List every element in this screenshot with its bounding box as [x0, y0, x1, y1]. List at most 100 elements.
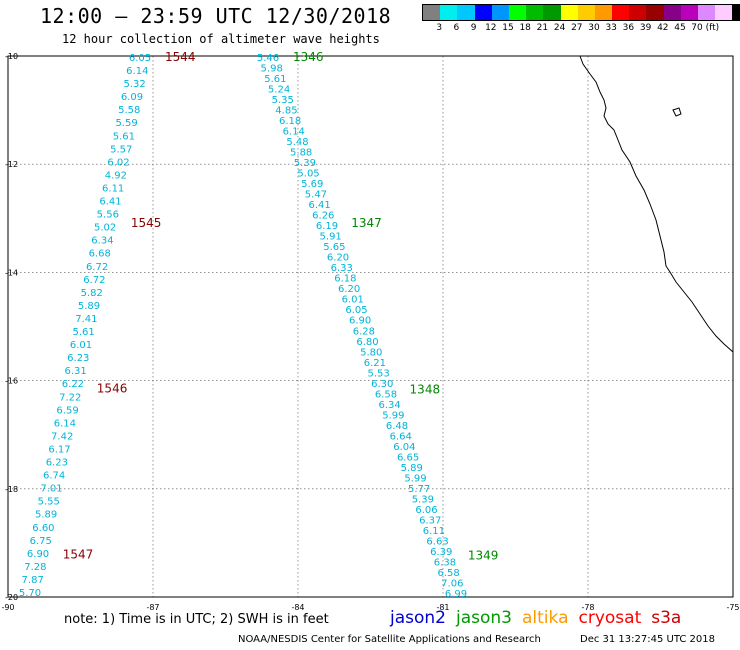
legend-label: 12 [485, 23, 497, 33]
wave-height-label: 6.60 [32, 523, 54, 534]
wave-height-label: 6.11 [102, 183, 124, 194]
wave-height-label: 6.26 [312, 211, 334, 222]
wave-height-label: 6.41 [308, 200, 330, 211]
pass-time-label: 1546 [97, 382, 128, 396]
wave-height-label: 6.34 [379, 400, 401, 411]
wave-height-label: 6.01 [70, 340, 92, 351]
longitude-tick-label: -81 [436, 603, 449, 612]
longitude-tick-label: -87 [146, 603, 159, 612]
coastline [579, 55, 734, 353]
legend-swatch [440, 5, 458, 20]
wave-height-label: 5.05 [297, 169, 319, 180]
legend-label: 39 [639, 23, 652, 33]
wave-height-label: 5.02 [94, 223, 116, 234]
wave-height-label: 6.06 [415, 505, 437, 516]
longitude-tick-label: -75 [726, 603, 739, 612]
wave-height-label: 6.99 [445, 589, 467, 600]
legend-swatch [663, 5, 681, 20]
mission-name: s3a [651, 608, 682, 628]
latitude-tick-label: -12 [5, 160, 18, 169]
wave-height-label: 6.41 [99, 197, 121, 208]
wave-height-label: 5.61 [113, 131, 135, 142]
wave-height-label: 6.72 [83, 275, 105, 286]
wave-height-label: 6.01 [342, 295, 364, 306]
legend-label: 3 [436, 23, 443, 33]
wave-height-label: 5.61 [73, 327, 95, 338]
wave-height-label: 5.61 [264, 74, 286, 85]
pass-time-label: 1547 [63, 548, 94, 562]
longitude-tick-label: -78 [581, 603, 594, 612]
wave-height-label: 6.30 [371, 379, 393, 390]
wave-height-label: 6.04 [393, 442, 415, 453]
wave-height-label: 7.87 [22, 575, 44, 586]
wave-height-label: 5.35 [272, 95, 294, 106]
legend-swatch [526, 5, 544, 20]
wave-height-label: 5.65 [323, 242, 345, 253]
wave-height-label: 5.58 [118, 105, 140, 116]
longitude-labels: -90 -87 -84 -81 -78 -75 [1, 603, 739, 612]
wave-height-label: 6.23 [46, 458, 68, 469]
legend-swatch [560, 5, 578, 20]
wave-height-label: 6.48 [386, 421, 408, 432]
wave-height-label: 5.47 [305, 190, 327, 201]
wave-height-label: 6.18 [279, 116, 301, 127]
wave-height-label: 6.21 [364, 358, 386, 369]
wave-height-label: 6.02 [107, 157, 129, 168]
wave-height-label: 6.05 [345, 305, 367, 316]
wave-height-label: 6.05 [129, 53, 151, 64]
lat-lon-grid [8, 56, 733, 597]
legend-swatch [646, 5, 664, 20]
wave-height-label: 6.33 [331, 263, 353, 274]
pass-time-label: 1346 [293, 50, 324, 64]
longitude-tick-label: -90 [1, 603, 14, 612]
mission-name: cryosat [578, 608, 642, 628]
wave-height-label: 7.41 [75, 314, 97, 325]
wave-height-label: 5.98 [261, 64, 283, 75]
wave-height-label: 6.75 [30, 536, 52, 547]
wave-height-label: 6.34 [91, 236, 113, 247]
generated-timestamp: Dec 31 13:27:45 UTC 2018 [580, 634, 715, 645]
wave-height-label: 5.89 [35, 510, 57, 521]
legend-swatch [577, 5, 595, 20]
legend-labels: 3 6 9 12 15 18 21 24 27 30 33 36 39 42 45 70 (ft) [422, 21, 740, 33]
page-title: 12:00 — 23:59 UTC 12/30/2018 [40, 4, 392, 28]
legend-swatch [423, 5, 441, 20]
wave-height-label: 6.28 [353, 326, 375, 337]
legend-label: 27 [571, 23, 583, 33]
color-legend: 3 6 9 12 15 18 21 24 27 30 33 36 39 42 45 70 (ft) [422, 4, 740, 33]
legend-label: 24 [553, 23, 566, 33]
wave-height-label: 5.48 [286, 137, 308, 148]
wave-height-label: 4.92 [105, 170, 127, 181]
wave-height-label: 6.14 [54, 418, 76, 429]
wave-height-label: 5.56 [97, 210, 119, 221]
wave-height-label: 5.55 [38, 497, 60, 508]
latitude-tick-label: -18 [5, 485, 18, 494]
wave-height-label: 6.63 [426, 536, 448, 547]
legend-swatch [680, 5, 698, 20]
wave-height-label: 5.24 [268, 85, 290, 96]
mission-legend: jason2 jason3 altika cryosat s3a [390, 608, 691, 628]
wave-height-label: 5.39 [412, 494, 434, 505]
longitude-tick-label: -84 [291, 603, 304, 612]
wave-height-label: 4.85 [275, 106, 297, 117]
page-subtitle: 12 hour collection of altimeter wave hei… [62, 32, 380, 46]
wave-height-label: 6.59 [56, 405, 78, 416]
legend-label: 42 [657, 23, 669, 33]
map-frame [7, 55, 734, 598]
legend-swatch [474, 5, 492, 20]
legend-label: 15 [502, 23, 514, 33]
altimeter-track-a: 6.05 6.14 5.32 6.09 5.58 5.59 5.61 5.57 6.02 4.92… [19, 50, 196, 599]
wave-height-label: 7.28 [24, 562, 46, 573]
legend-label: 9 [470, 23, 477, 33]
wave-height-label: 7.01 [40, 484, 62, 495]
wave-height-label: 5.32 [124, 79, 146, 90]
wave-height-label: 6.09 [121, 92, 143, 103]
legend-label: 30 [588, 23, 600, 33]
legend-label: 36 [622, 23, 635, 33]
legend-swatch [612, 5, 630, 20]
legend-swatch [457, 5, 475, 20]
wave-height-label: 5.59 [115, 118, 137, 129]
wave-height-label: 6.72 [86, 262, 108, 273]
wave-height-label: 6.64 [390, 431, 412, 442]
